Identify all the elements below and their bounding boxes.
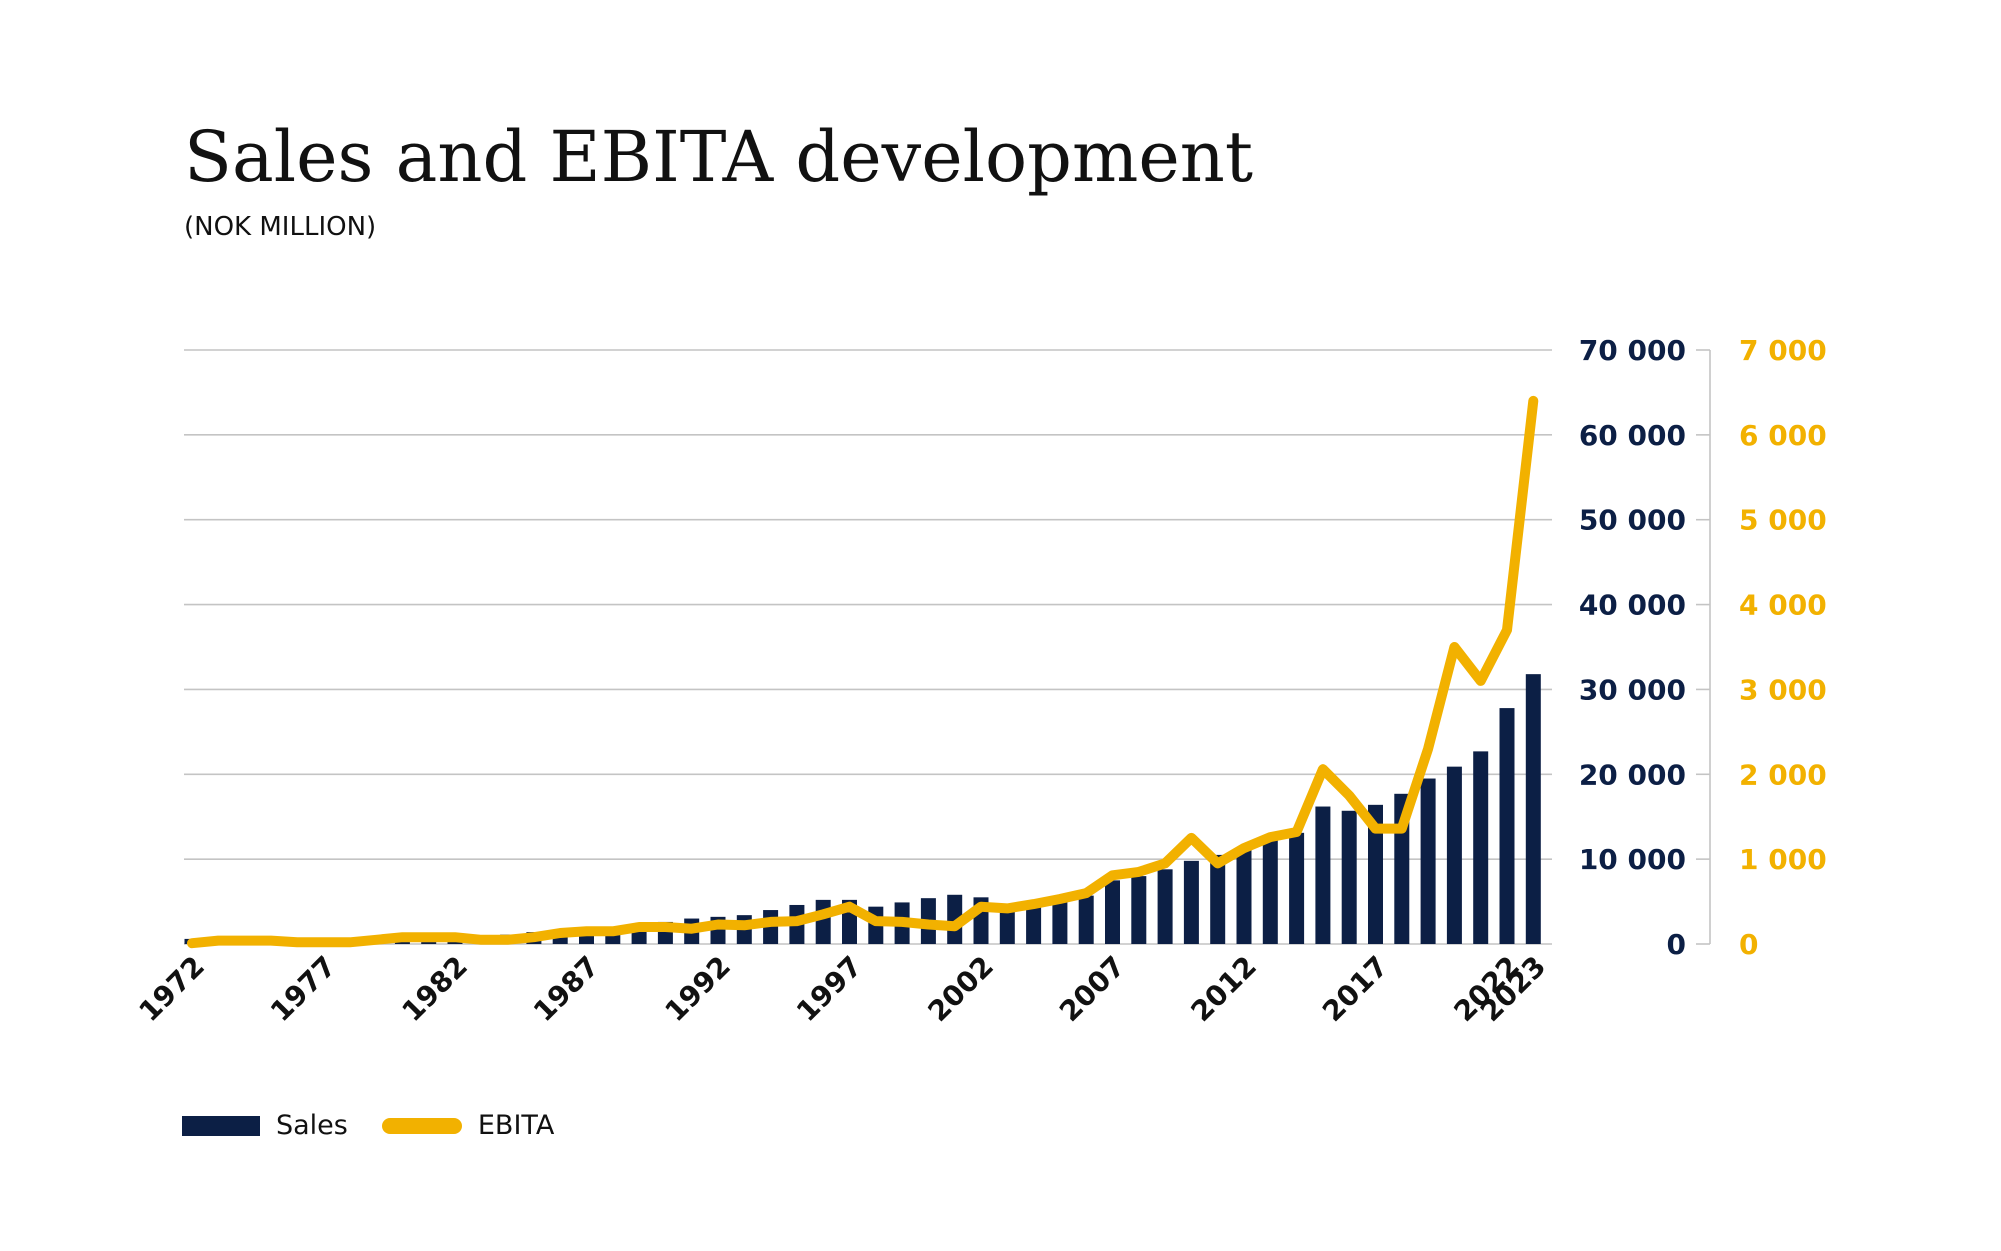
sales-bar bbox=[947, 894, 963, 944]
sales-bar bbox=[1473, 751, 1489, 944]
x-tick-label: 2007 bbox=[1053, 950, 1131, 1028]
x-tick-label: 1972 bbox=[133, 950, 211, 1028]
x-tick-label: 1987 bbox=[527, 950, 605, 1028]
right-axis-tick-label: 0 bbox=[1739, 928, 1758, 961]
x-tick-label: 1992 bbox=[659, 950, 737, 1028]
sales-bar bbox=[1157, 869, 1173, 944]
sales-bar bbox=[1289, 832, 1305, 944]
sales-bar bbox=[1525, 674, 1541, 944]
legend-sales-swatch bbox=[182, 1115, 260, 1136]
right-axis-tick-label: 1 000 bbox=[1739, 843, 1827, 876]
legend-ebita-swatch bbox=[381, 1117, 462, 1134]
sales-bar bbox=[1210, 854, 1226, 944]
sales-bar bbox=[1026, 902, 1042, 944]
sales-bar bbox=[1052, 899, 1068, 944]
legend: Sales EBITA bbox=[182, 1110, 554, 1141]
x-tick-label: 2002 bbox=[922, 950, 1000, 1028]
sales-bar bbox=[815, 899, 831, 944]
legend-sales-label: Sales bbox=[276, 1110, 348, 1141]
sales-bar bbox=[1315, 806, 1331, 944]
sales-bar bbox=[1499, 708, 1515, 944]
sales-bar bbox=[1446, 766, 1462, 944]
chart-subtitle: (NOK MILLION) bbox=[184, 212, 377, 242]
right-axis-tick-label: 7 000 bbox=[1739, 334, 1827, 367]
x-tick-label: 1977 bbox=[264, 950, 342, 1028]
left-axis-tick-label: 10 000 bbox=[1579, 843, 1686, 876]
legend-ebita-label: EBITA bbox=[477, 1110, 555, 1141]
sales-bar bbox=[1420, 778, 1436, 944]
left-axis-tick-label: 70 000 bbox=[1579, 334, 1686, 367]
chart-title: Sales and EBITA development bbox=[184, 116, 1253, 198]
sales-bar bbox=[1105, 880, 1120, 944]
sales-bar bbox=[1341, 810, 1357, 944]
ebita-line bbox=[187, 395, 1539, 949]
left-axis-tick-label: 0 bbox=[1667, 928, 1686, 961]
right-axis-tick-label: 3 000 bbox=[1739, 673, 1827, 706]
sales-bar bbox=[1183, 860, 1199, 944]
sales-bar bbox=[999, 904, 1015, 944]
x-tick-label: 1997 bbox=[790, 950, 868, 1028]
left-axis-tick-label: 50 000 bbox=[1579, 504, 1686, 537]
sales-bar bbox=[1131, 876, 1147, 944]
x-tick-label: 2017 bbox=[1316, 950, 1394, 1028]
left-axis-tick-label: 40 000 bbox=[1579, 589, 1686, 622]
left-axis-tick-label: 60 000 bbox=[1579, 419, 1686, 452]
x-tick-label: 2012 bbox=[1185, 950, 1263, 1028]
left-axis-tick-label: 20 000 bbox=[1579, 758, 1686, 791]
sales-bar bbox=[1078, 895, 1094, 944]
left-axis-tick-label: 30 000 bbox=[1579, 673, 1686, 706]
right-axis-tick-label: 6 000 bbox=[1739, 419, 1827, 452]
sales-bar bbox=[1236, 847, 1252, 944]
sales-bar bbox=[1368, 804, 1383, 944]
right-axis-tick-label: 2 000 bbox=[1739, 758, 1827, 791]
sales-bar bbox=[1262, 839, 1278, 944]
right-axis-tick-label: 4 000 bbox=[1739, 589, 1827, 622]
right-axis-tick-label: 5 000 bbox=[1739, 504, 1827, 537]
x-tick-label: 1982 bbox=[396, 950, 474, 1028]
